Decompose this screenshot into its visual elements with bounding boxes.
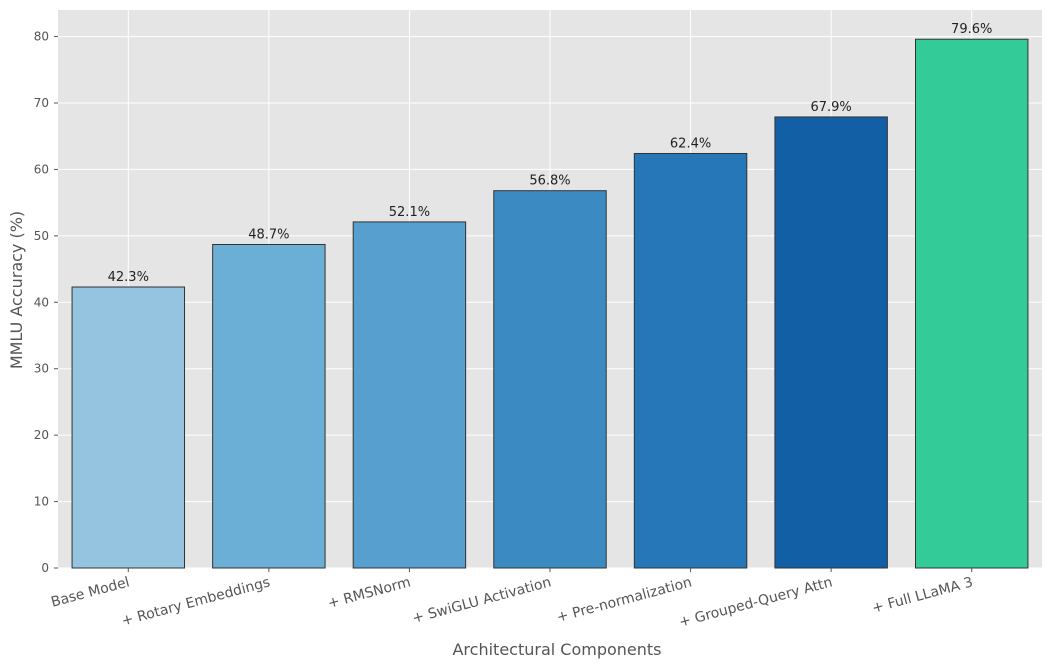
y-tick-label: 40 <box>34 295 49 309</box>
y-tick-label: 80 <box>34 30 49 44</box>
bar-value-label: 42.3% <box>108 270 149 285</box>
x-tick-label: + Grouped-Query Attn <box>677 574 834 630</box>
y-tick-label: 20 <box>34 428 49 442</box>
x-tick-label: + Full LLaMA 3 <box>870 574 974 616</box>
bar-6 <box>774 116 888 569</box>
value-labels: 42.3% 48.7% 52.1% 56.8% 62.4% 67.9% 79.6% <box>108 22 993 285</box>
x-tick-labels: Base Model+ Rotary Embeddings + RMSNorm+ … <box>49 568 975 631</box>
y-tick-label: 60 <box>34 162 49 176</box>
bar-4 <box>493 190 607 569</box>
bar-3 <box>352 221 467 569</box>
y-axis-label: MMLU Accuracy (%) <box>7 211 26 369</box>
bar-value-label: 52.1% <box>389 205 430 220</box>
y-tick-label: 10 <box>34 495 49 509</box>
bar-value-label: 67.9% <box>810 100 851 115</box>
x-tick-label: Base Model <box>49 574 131 610</box>
bar-2 <box>212 243 326 569</box>
bar-value-label: 62.4% <box>670 136 711 151</box>
y-tick-label: 70 <box>34 96 49 110</box>
y-tick-label: 50 <box>34 229 49 243</box>
x-tick-label: + Pre-normalization <box>555 574 694 625</box>
x-axis-label: Architectural Components <box>452 640 661 659</box>
bar-value-label: 48.7% <box>248 227 289 242</box>
x-tick-label: + SwiGLU Activation <box>411 574 553 627</box>
bar-7 <box>914 38 1029 569</box>
y-tick-label: 30 <box>34 362 49 376</box>
bar-value-label: 79.6% <box>951 22 992 37</box>
bar-value-label: 56.8% <box>529 174 570 189</box>
bars <box>71 38 1029 569</box>
bar-5 <box>633 152 748 569</box>
x-tick-label: + RMSNorm <box>326 574 412 611</box>
y-tick-labels: 0 10 20 30 40 50 60 70 80 <box>34 30 58 575</box>
y-tick-label: 0 <box>41 561 49 575</box>
bar-1 <box>71 286 186 569</box>
x-tick-label: + Rotary Embeddings <box>120 574 272 629</box>
